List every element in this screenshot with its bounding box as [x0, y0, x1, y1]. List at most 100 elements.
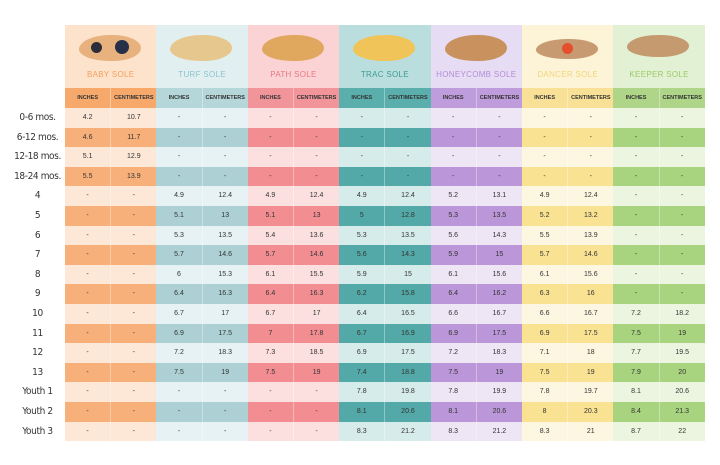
cell-centimeters: 13.1 [475, 186, 522, 206]
turf-sole-icon [170, 35, 233, 61]
cell-inches: - [634, 270, 638, 278]
cell-centimeters: - [293, 382, 339, 402]
cell-centimeters: 13.6 [293, 225, 339, 246]
cell-centimeters: 15.6 [567, 264, 613, 285]
table-row: 8.1 20.6 [430, 401, 522, 422]
cell-inches: 8.4 [631, 407, 641, 415]
unit-header: INCHES CENTIMETERS [522, 88, 614, 108]
cell-centimeters: 22 [658, 421, 705, 442]
table-row: -- [156, 421, 248, 442]
cell-inches: 6.1 [265, 270, 276, 278]
cell-centimeters: - [658, 225, 705, 246]
cell-centimeters: 16.7 [567, 303, 613, 324]
cell-centimeters: 13.5 [201, 225, 248, 246]
unit-header: INCHES CENTIMETERS [613, 88, 705, 108]
cell-centimeters: - [658, 147, 705, 167]
cell-inches: - [86, 231, 89, 239]
cell-inches: 5.3 [448, 211, 459, 219]
cell-centimeters: 17.8 [293, 323, 339, 344]
sole-title: HONEYCOMB SOLE [436, 70, 517, 79]
cell-inches: - [452, 172, 455, 180]
table-row: -- [65, 225, 157, 246]
cell-inches: 7.2 [631, 309, 641, 317]
cell-inches: - [360, 114, 363, 121]
cell-centimeters: 17 [201, 303, 248, 324]
cell-centimeters: 17.5 [201, 323, 248, 344]
table-row: -- [247, 166, 340, 187]
cell-inches: 4.2 [82, 114, 93, 121]
cell-centimeters: 15 [475, 245, 522, 265]
cell-inches: 5.9 [356, 270, 367, 278]
sole-group-dancer-sole: DANCER SOLE INCHES CENTIMETERS - - - - - - - -4.9 1… [522, 25, 614, 442]
cell-centimeters: 13.2 [567, 205, 613, 226]
cell-centimeters: - [658, 186, 705, 206]
cell-inches: - [86, 329, 89, 337]
cell-inches: 7 [268, 329, 273, 337]
table-row: -- [522, 127, 614, 148]
table-row: 4.9 12.4 [339, 186, 431, 206]
table-row: 5.9 15 [430, 245, 522, 265]
cell-centimeters: 18 [567, 343, 613, 363]
table-row: 6.4 16.3 [247, 284, 340, 304]
cell-inches: 7.8 [448, 388, 459, 396]
unit-label-cm: CENTIMETERS [293, 88, 339, 108]
cell-inches: 6.1 [539, 270, 550, 278]
row-label: 12-18 mos. [14, 151, 61, 163]
cell-inches: 8.3 [356, 427, 367, 435]
table-row: 5.3 13.5 [156, 225, 248, 246]
sole-header: DANCER SOLE [522, 25, 614, 88]
cell-centimeters: 12.4 [567, 186, 613, 206]
table-row: -- [156, 108, 248, 128]
sole-title: KEEPER SOLE [629, 70, 689, 79]
table-row: 5.6 14.3 [339, 245, 431, 265]
cell-inches: - [543, 133, 546, 141]
cell-centimeters: 15.6 [475, 264, 522, 285]
table-row: -- [156, 401, 248, 422]
cell-centimeters: 19 [475, 362, 522, 383]
cell-inches: 5.1 [82, 153, 93, 161]
cell-inches: - [86, 192, 89, 200]
table-row: -- [65, 401, 157, 422]
table-row: 7.7 19.5 [613, 343, 705, 363]
table-row: 5.9 15 [339, 264, 431, 285]
row-label: 11 [32, 327, 43, 339]
cell-centimeters: 10.7 [110, 108, 156, 128]
sole-group-honeycomb-sole: HONEYCOMB SOLE INCHES CENTIMETERS - - - - - - - -5… [430, 25, 522, 442]
cell-centimeters: 16.7 [475, 303, 522, 324]
honeycomb-sole-icon [444, 35, 507, 61]
cell-centimeters: - [110, 362, 156, 383]
cell-inches: 6 [177, 270, 181, 278]
table-row: -- [613, 147, 705, 167]
cell-inches: - [86, 349, 89, 357]
table-row: 6.7 16.9 [339, 323, 431, 344]
cell-inches: 6.7 [265, 309, 276, 317]
unit-label-inches: INCHES [442, 95, 464, 101]
table-row: 4.9 12.4 [522, 186, 614, 206]
table-row: 5.2 13.1 [430, 186, 522, 206]
cell-centimeters: 20 [658, 362, 705, 383]
unit-label-cm: CENTIMETERS [384, 88, 430, 108]
cell-inches: 7.2 [448, 349, 459, 357]
table-row: -- [247, 108, 340, 128]
table-row: -- [613, 108, 705, 128]
cell-inches: - [86, 309, 89, 317]
cell-centimeters: - [658, 205, 705, 226]
sole-title: BABY SOLE [86, 70, 135, 79]
cell-centimeters: 21 [567, 421, 613, 442]
table-row: 5.5 13.9 [65, 166, 157, 187]
cell-centimeters: - [110, 401, 156, 422]
cell-inches: 5.3 [174, 231, 184, 239]
cell-inches: - [269, 427, 272, 435]
cell-inches: - [634, 133, 638, 141]
cell-inches: - [86, 211, 89, 219]
row-label: 6-12 mos. [16, 131, 59, 143]
cell-centimeters: 12.8 [384, 205, 430, 226]
sole-header: KEEPER SOLE [613, 25, 705, 88]
cell-inches: 7.4 [356, 368, 367, 376]
cell-centimeters: 19.7 [567, 382, 613, 402]
table-row: -- [156, 127, 248, 148]
table-row: 7.8 19.8 [339, 382, 431, 402]
cell-centimeters: 13.5 [475, 205, 522, 226]
cell-inches: - [360, 133, 363, 141]
table-row: 5 12.8 [339, 205, 431, 226]
